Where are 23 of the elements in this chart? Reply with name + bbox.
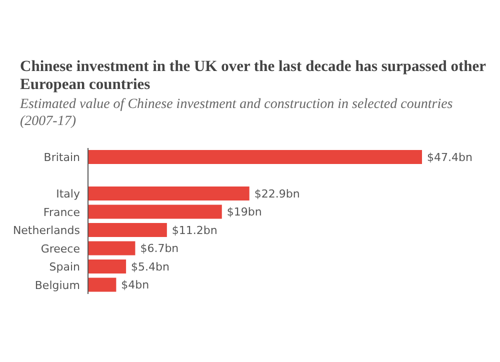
data-label: $19bn <box>226 206 262 219</box>
y-tick-label: France <box>43 206 80 219</box>
data-label: $6.7bn <box>140 242 179 256</box>
data-label: $11.2bn <box>172 224 218 237</box>
data-label: $47.4bn <box>427 150 472 164</box>
chart-subtitle: Estimated value of Chinese investment and construction in selected countries (2007-17) <box>20 96 454 130</box>
y-tick-label: Britain <box>44 151 80 164</box>
y-tick-label: Netherlands <box>12 224 80 238</box>
y-tick-label: Italy <box>56 188 80 201</box>
bar <box>88 204 222 219</box>
bar <box>88 150 422 164</box>
bar <box>88 278 116 292</box>
y-tick-label: Spain <box>49 260 80 274</box>
chart-title: Chinese investment in the UK over the last decade has surpassed other European countries <box>20 58 487 94</box>
bar <box>88 186 250 200</box>
bar <box>88 260 126 274</box>
data-label: $4bn <box>121 278 150 292</box>
bar <box>88 223 167 237</box>
y-tick-label: Greece <box>40 242 80 256</box>
data-label: $5.4bn <box>131 260 170 274</box>
data-label: $22.9bn <box>254 187 300 200</box>
y-tick-label: Belgium <box>34 278 80 292</box>
bar <box>88 241 136 256</box>
